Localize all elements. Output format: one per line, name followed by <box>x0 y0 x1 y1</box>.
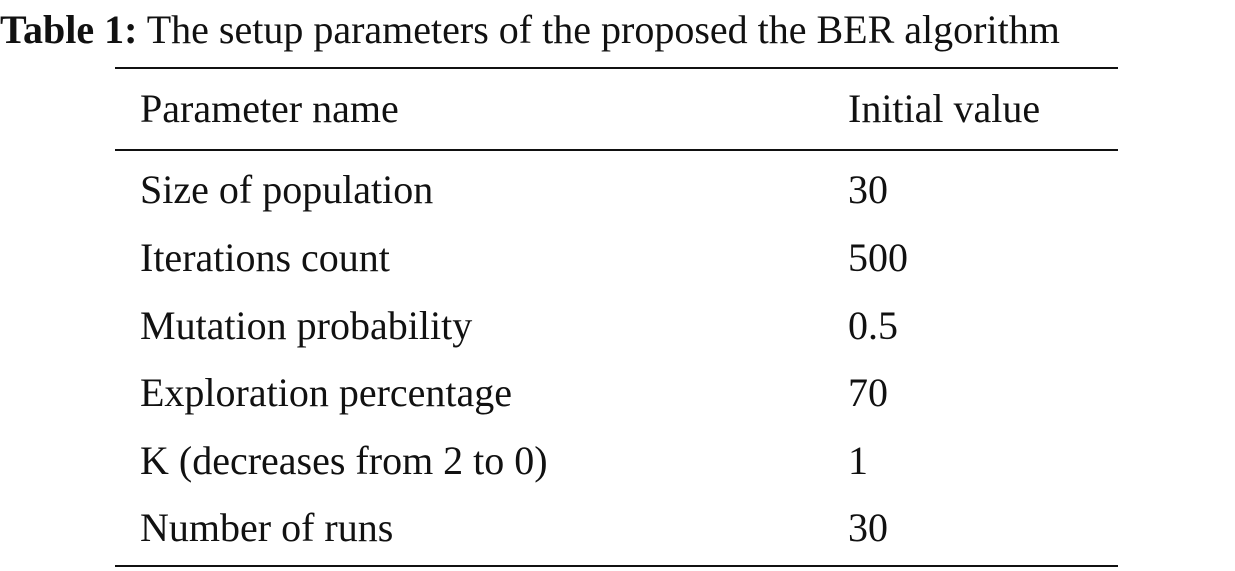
header-parameter-name: Parameter name <box>140 86 399 131</box>
caption-text: The setup parameters of the proposed the… <box>146 7 1060 52</box>
header-rule <box>115 149 1118 151</box>
header-initial-value: Initial value <box>848 86 1041 131</box>
parameter-name: Mutation probability <box>140 303 473 348</box>
initial-value: 1 <box>848 438 868 483</box>
top-rule <box>115 67 1118 69</box>
initial-value: 30 <box>848 167 888 212</box>
bottom-rule <box>115 565 1118 567</box>
parameter-name: Number of runs <box>140 505 394 550</box>
initial-value: 500 <box>848 235 908 280</box>
initial-value: 0.5 <box>848 303 898 348</box>
initial-value: 30 <box>848 505 888 550</box>
parameter-name: Size of population <box>140 167 434 212</box>
parameter-name: Exploration percentage <box>140 370 513 415</box>
table-caption: Table 1: The setup parameters of the pro… <box>0 6 1060 54</box>
parameter-name: Iterations count <box>140 235 390 280</box>
initial-value: 70 <box>848 370 888 415</box>
parameter-name: K (decreases from 2 to 0) <box>140 438 548 483</box>
caption-label: Table 1: <box>0 7 138 52</box>
